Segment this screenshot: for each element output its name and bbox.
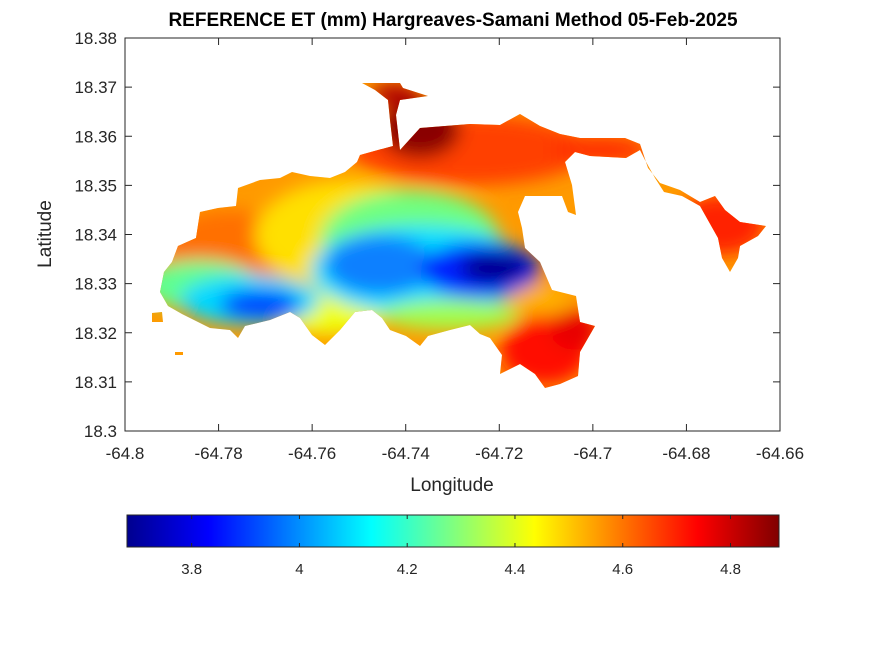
colorbar: 3.8 4 4.2 4.4 4.6 4.8 [126, 514, 780, 578]
colorbar-tick-label: 4.6 [612, 561, 633, 578]
y-tick-label: 18.33 [74, 275, 117, 294]
field-blue-west [220, 290, 300, 320]
y-tick-label: 18.35 [74, 176, 117, 195]
colorbar-tick-label: 4.2 [397, 561, 418, 578]
y-tick-label: 18.31 [74, 373, 117, 392]
colorbar-tick-label: 4.8 [720, 561, 741, 578]
colorbar-ticks: 3.8 4 4.2 4.4 4.6 4.8 [181, 515, 741, 578]
x-tick-label: -64.66 [756, 444, 804, 463]
y-tick-label: 18.38 [74, 29, 117, 48]
colorbar-tick-label: 3.8 [181, 561, 202, 578]
colorbar-tick-label: 4.4 [505, 561, 526, 578]
x-axis-ticks: -64.8 -64.78 -64.76 -64.74 -64.72 -64.7 -64.68… [106, 38, 804, 463]
y-tick-label: 18.34 [74, 226, 117, 245]
y-tick-label: 18.3 [84, 422, 117, 441]
x-tick-label: -64.76 [288, 444, 336, 463]
x-tick-label: -64.68 [662, 444, 710, 463]
field-darkblue-east [460, 252, 530, 284]
x-axis-label: Longitude [410, 475, 493, 496]
plot-area [124, 37, 781, 432]
y-axis-ticks: 18.3 18.31 18.32 18.33 18.34 18.35 18.36 18.37 1… [74, 29, 780, 441]
chart-title: REFERENCE ET (mm) Hargreaves-Samani Meth… [168, 10, 738, 31]
y-tick-label: 18.37 [74, 78, 117, 97]
x-tick-label: -64.7 [573, 444, 612, 463]
colorbar-gradient [126, 514, 780, 548]
field-yellow-southeast [510, 285, 570, 315]
x-tick-label: -64.8 [106, 444, 145, 463]
x-tick-label: -64.78 [194, 444, 242, 463]
x-tick-label: -64.74 [382, 444, 430, 463]
x-tick-label: -64.72 [475, 444, 523, 463]
y-axis-label: Latitude [35, 200, 56, 268]
colorbar-tick-label: 4 [295, 561, 303, 578]
y-tick-label: 18.36 [74, 127, 117, 146]
y-tick-label: 18.32 [74, 324, 117, 343]
field-blue-center [325, 235, 435, 295]
field-green-south [380, 300, 520, 330]
